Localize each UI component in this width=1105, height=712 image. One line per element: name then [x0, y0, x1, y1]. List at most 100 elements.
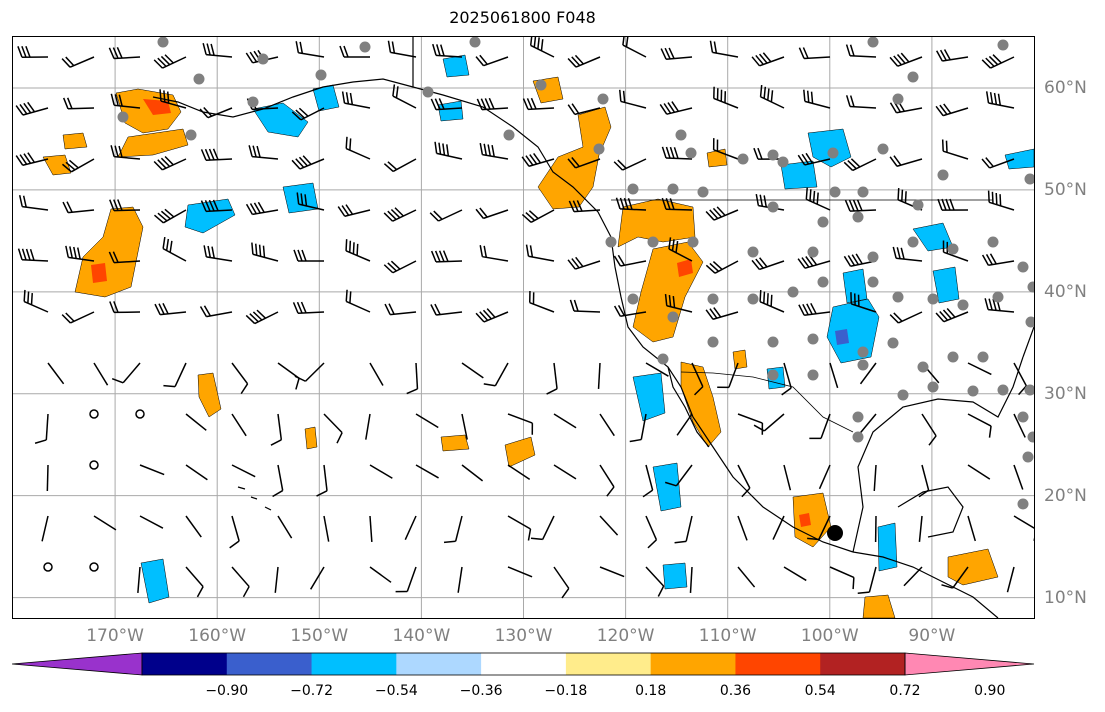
wind-barb — [737, 566, 756, 588]
station-dot — [1027, 431, 1034, 443]
wind-barb — [737, 413, 764, 435]
wind-barb — [753, 413, 785, 432]
wind-barb — [93, 362, 109, 386]
wind-barb — [415, 413, 439, 429]
wind-barb — [292, 301, 325, 314]
wind-barb — [528, 290, 555, 313]
wind-barb — [251, 242, 279, 262]
wind-barb — [844, 199, 877, 212]
wind-barb — [231, 566, 250, 598]
wind-barb — [507, 413, 534, 435]
wind-barb — [185, 515, 202, 538]
anomaly-patch-negative — [877, 522, 898, 572]
wind-barb — [199, 305, 233, 318]
wind-barb — [153, 54, 187, 69]
wind-barb — [294, 362, 325, 382]
latitude-label: 60°N — [1044, 77, 1087, 98]
wind-barb — [443, 515, 463, 544]
station-dot — [193, 73, 205, 85]
wind-barb — [277, 515, 293, 539]
colorbar-frame — [141, 652, 906, 676]
station-dot — [687, 236, 699, 248]
wind-barb — [231, 464, 256, 478]
wind-barb — [659, 101, 693, 115]
anomaly-patch-positive — [947, 548, 999, 586]
station-dot — [657, 353, 669, 365]
wind-barb — [691, 362, 704, 396]
wind-barb — [383, 207, 417, 222]
wind-barb — [664, 464, 693, 487]
wind-barb — [89, 409, 99, 419]
wind-barb — [664, 294, 693, 313]
coastline-gulf — [852, 356, 1024, 553]
wind-barb — [622, 37, 647, 58]
colorbar-tick-label: −0.72 — [290, 683, 333, 699]
wind-barb — [154, 302, 187, 316]
colorbar-tick-label: −0.90 — [205, 683, 249, 699]
wind-barb — [987, 190, 1015, 211]
station-dot — [907, 236, 919, 248]
wind-barb — [46, 464, 49, 492]
anomaly-patch-negative — [282, 182, 319, 214]
colorbar-segment — [311, 653, 397, 675]
station-dot — [937, 169, 949, 181]
station-dot — [767, 369, 779, 381]
wind-barb — [818, 464, 831, 490]
wind-barb — [889, 311, 923, 324]
wind-barb — [296, 192, 325, 211]
wind-barb — [645, 515, 658, 549]
wind-barb — [858, 413, 877, 435]
wind-barb — [921, 413, 937, 446]
wind-barb — [935, 103, 969, 117]
wind-barb — [645, 362, 669, 377]
wind-barb — [783, 464, 792, 491]
station-dot — [807, 333, 819, 345]
station-dot — [829, 186, 841, 198]
station-dot — [1017, 498, 1029, 510]
wind-barb — [34, 413, 49, 444]
wind-barb — [109, 301, 141, 314]
station-dot — [857, 186, 869, 198]
wind-barb — [889, 52, 923, 67]
station-dot — [927, 381, 939, 393]
anomaly-patch-negative — [140, 558, 170, 604]
coastline-us-west — [610, 236, 854, 553]
station-dot — [897, 389, 909, 401]
wind-barb — [345, 239, 371, 262]
wind-barb — [803, 89, 831, 109]
wind-barb — [807, 515, 831, 541]
wind-barb — [857, 566, 877, 594]
wind-barb — [15, 101, 49, 116]
wind-barb — [553, 413, 577, 429]
colorbar-tick-label: 0.72 — [889, 683, 921, 699]
wind-barb — [383, 158, 417, 173]
wind-barb — [629, 413, 647, 443]
wind-barb — [941, 139, 969, 160]
station-dot — [707, 293, 719, 305]
wind-barb — [62, 201, 95, 214]
wind-barb — [645, 566, 665, 597]
latitude-label: 40°N — [1044, 281, 1087, 302]
anomaly-patch-negative — [437, 100, 464, 122]
station-dot — [917, 361, 929, 373]
longitude-label: 90°W — [908, 626, 956, 646]
wind-barb — [17, 45, 49, 59]
wind-barb — [521, 209, 555, 223]
wind-barb — [291, 155, 325, 170]
anomaly-patch-positive — [62, 132, 88, 150]
map-panel — [12, 36, 1035, 619]
wind-barb — [936, 49, 969, 62]
wind-barb — [676, 413, 693, 436]
wind-barbs — [15, 37, 1034, 599]
wind-barb — [567, 54, 601, 68]
anomaly-patch-negative — [184, 198, 236, 234]
wind-barb — [892, 246, 923, 262]
wind-barb — [712, 138, 739, 160]
wind-barb — [981, 253, 1015, 266]
longitude-label: 130°W — [494, 626, 553, 646]
coastline-central-america — [852, 551, 999, 618]
coastline-aleutians — [152, 78, 414, 118]
station-dot — [867, 276, 879, 288]
wind-barb — [613, 158, 647, 171]
station-dot — [185, 129, 197, 141]
